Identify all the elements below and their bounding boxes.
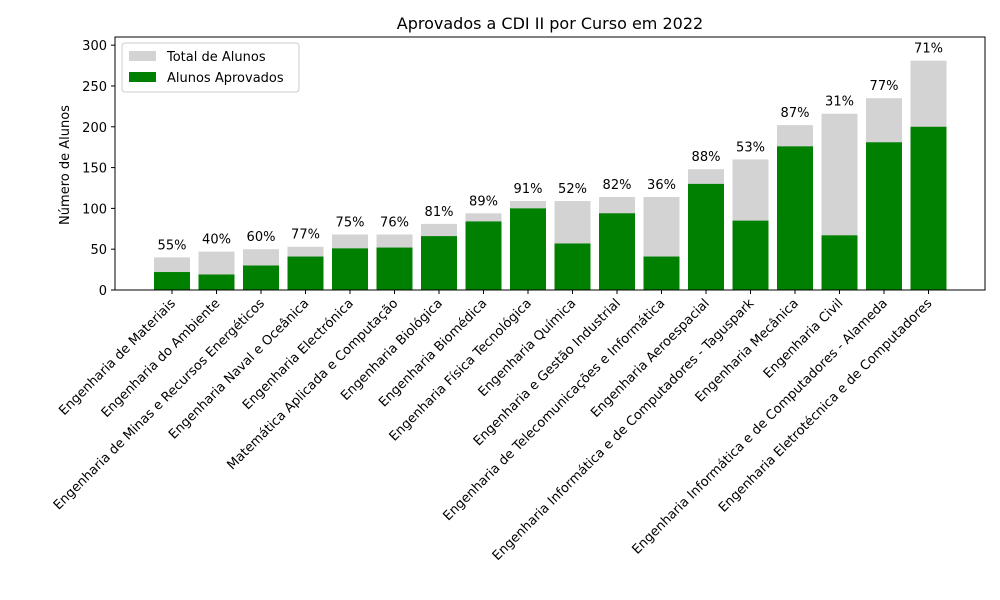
legend-label-total: Total de Alunos xyxy=(166,50,266,65)
y-tick-label: 200 xyxy=(82,121,107,136)
legend-swatch-approved xyxy=(129,72,156,82)
bar-approved xyxy=(732,220,769,290)
plot-frame xyxy=(114,36,986,291)
bar-approved xyxy=(376,247,413,290)
bar-approved xyxy=(866,142,902,290)
bar-approved xyxy=(243,265,279,290)
legend: Total de Alunos Alunos Aprovados xyxy=(121,42,300,93)
y-tick-label: 100 xyxy=(82,202,107,217)
percent-label: 88% xyxy=(692,150,721,165)
y-tick-label: 50 xyxy=(90,243,107,258)
y-tick-label: 0 xyxy=(99,284,107,299)
legend-swatch-total xyxy=(129,51,156,61)
bar-approved xyxy=(821,235,858,290)
y-tick-label: 150 xyxy=(82,162,107,177)
x-tick-label: Engenharia de Minas e Recursos Energétic… xyxy=(51,296,268,513)
bar-approved xyxy=(599,213,635,290)
approved-bars-group xyxy=(154,126,947,290)
bar-approved xyxy=(777,146,813,290)
y-tick-label: 250 xyxy=(82,80,107,95)
bar-approved xyxy=(421,236,457,290)
y-axis-ticks: 0 50 100 150 200 250 300 xyxy=(82,39,115,299)
percent-label: 40% xyxy=(202,233,231,248)
percent-label: 36% xyxy=(647,178,676,193)
percent-label: 89% xyxy=(469,194,498,209)
bar-approved xyxy=(465,221,502,290)
percent-label: 60% xyxy=(247,230,276,245)
percent-label: 87% xyxy=(781,106,810,121)
percent-annotations: 55% 40% 60% 77% 75% 76% 81% 89% 91% 52% 82% 36% 88% 5… xyxy=(158,42,943,254)
legend-label-approved: Alunos Aprovados xyxy=(167,71,284,86)
percent-label: 52% xyxy=(558,182,587,197)
percent-label: 71% xyxy=(914,42,943,57)
bar-approved xyxy=(510,208,546,290)
bar-approved xyxy=(688,183,724,290)
y-tick-label: 300 xyxy=(82,39,107,54)
percent-label: 82% xyxy=(603,178,632,193)
bar-approved xyxy=(198,274,235,290)
percent-label: 77% xyxy=(870,79,899,94)
bar-approved xyxy=(154,272,190,290)
bar-approved xyxy=(910,126,947,290)
percent-label: 81% xyxy=(425,205,454,220)
percent-label: 77% xyxy=(291,228,320,243)
y-axis-label: Número de Alunos xyxy=(58,105,73,225)
percent-label: 91% xyxy=(514,182,543,197)
bar-approved xyxy=(332,248,368,290)
chart-title: Aprovados a CDI II por Curso em 2022 xyxy=(397,14,703,33)
x-tick-label: Engenharia Civil xyxy=(761,296,846,381)
percent-label: 55% xyxy=(158,238,187,253)
bar-approved xyxy=(287,256,324,290)
legend-box xyxy=(121,42,300,93)
bar-approved xyxy=(554,243,591,290)
bar-approved xyxy=(643,256,680,290)
percent-label: 76% xyxy=(380,216,409,231)
percent-label: 53% xyxy=(736,140,765,155)
percent-label: 31% xyxy=(825,95,854,110)
percent-label: 75% xyxy=(336,216,365,231)
x-tick-label: Engenharia Eletrotécnica e de Computador… xyxy=(716,296,936,516)
